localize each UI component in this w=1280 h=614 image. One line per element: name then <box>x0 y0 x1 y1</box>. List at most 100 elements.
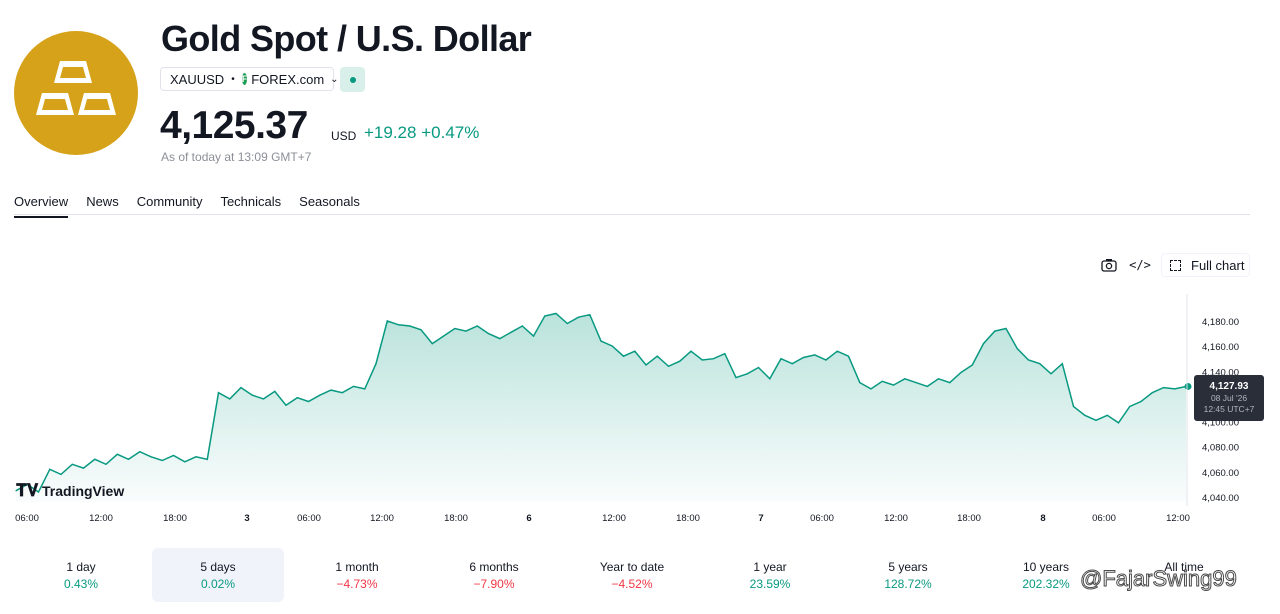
period-6-months[interactable]: 6 months −7.90% <box>428 548 560 602</box>
full-chart-button[interactable]: Full chart <box>1161 253 1250 277</box>
last-price-date: 08 Jul '26 <box>1211 393 1247 403</box>
tab-seasonals[interactable]: Seasonals <box>299 194 360 209</box>
data-point <box>690 350 692 352</box>
data-point <box>1117 422 1120 424</box>
y-tick-label: 4,180.00 <box>1202 317 1239 328</box>
current-price: 4,125.37 <box>160 104 308 147</box>
x-tick-label: 3 <box>244 513 249 524</box>
tab-technicals[interactable]: Technicals <box>220 194 282 209</box>
x-tick-label: 12:00 <box>89 513 113 524</box>
x-tick-label: 12:00 <box>602 513 626 524</box>
camera-icon[interactable] <box>1098 253 1120 277</box>
data-point <box>544 315 546 317</box>
tab-news[interactable]: News <box>86 194 119 209</box>
tradingview-logo[interactable]: 𝐓𝐕 TradingView <box>16 481 124 500</box>
data-point <box>1095 419 1097 421</box>
period-all-time[interactable]: All time <box>1118 548 1250 602</box>
data-point <box>724 353 726 355</box>
data-point <box>1106 414 1108 416</box>
period-label: 1 month <box>335 560 379 574</box>
tab-overview[interactable]: Overview <box>14 194 69 218</box>
data-point <box>352 385 355 387</box>
market-status-indicator[interactable] <box>340 67 365 92</box>
data-point <box>836 350 838 352</box>
data-point <box>37 491 40 493</box>
data-point <box>71 463 73 465</box>
data-point <box>679 360 681 362</box>
x-tick-label: 6 <box>526 513 531 524</box>
y-tick-label: 4,080.00 <box>1202 443 1239 454</box>
data-point <box>521 325 523 327</box>
data-point <box>206 458 208 460</box>
data-point <box>364 388 366 390</box>
data-point <box>1039 363 1041 365</box>
data-point <box>330 389 332 391</box>
data-point <box>532 335 535 337</box>
data-point <box>229 398 231 400</box>
x-tick-label: 06:00 <box>15 513 39 524</box>
data-point <box>431 343 433 345</box>
status-dot-icon <box>350 77 356 83</box>
x-tick-label: 18:00 <box>444 513 468 524</box>
data-point <box>397 324 400 326</box>
period-year-to-date[interactable]: Year to date −4.52% <box>566 548 698 602</box>
watermark: @FajarSwing99 <box>1080 566 1238 592</box>
symbol-label: XAUUSD <box>170 71 225 87</box>
data-point <box>116 453 118 455</box>
period-5-days[interactable]: 5 days 0.02% <box>152 548 284 602</box>
data-point <box>296 397 298 399</box>
price-change: +19.28 +0.47% <box>364 123 479 143</box>
period-change: 202.32% <box>1022 577 1070 591</box>
data-point <box>892 384 895 386</box>
data-point <box>251 394 253 396</box>
tab-bar: Overview News Community Technicals Seaso… <box>14 194 378 218</box>
full-chart-label: Full chart <box>1191 257 1245 273</box>
period-10-years[interactable]: 10 years 202.32% <box>980 548 1112 602</box>
change-value: +19.28 <box>364 123 417 142</box>
data-point <box>499 338 501 340</box>
data-point <box>307 400 310 403</box>
period-1-day[interactable]: 1 day 0.43% <box>15 548 147 602</box>
code-icon[interactable]: </> <box>1129 258 1151 272</box>
data-point <box>1072 405 1075 408</box>
data-point <box>274 390 276 392</box>
data-point <box>161 459 163 462</box>
data-point <box>49 468 51 470</box>
data-point <box>791 363 793 365</box>
price-chart[interactable]: 4,180.004,160.004,140.004,120.004,100.00… <box>0 280 1280 528</box>
data-point <box>375 363 377 365</box>
period-1-year[interactable]: 1 year 23.59% <box>704 548 836 602</box>
period-1-month[interactable]: 1 month −4.73% <box>291 548 423 602</box>
change-percent: +0.47% <box>421 123 480 142</box>
x-tick-label: 18:00 <box>163 513 187 524</box>
data-point <box>589 314 591 316</box>
period-change: 0.43% <box>63 577 99 591</box>
data-point <box>217 392 220 394</box>
y-tick-label: 4,100.00 <box>1202 418 1239 429</box>
data-point <box>555 312 557 315</box>
period-5-years[interactable]: 5 years 128.72% <box>842 548 974 602</box>
data-point <box>476 325 478 327</box>
data-point <box>712 358 715 360</box>
tradingview-label: TradingView <box>42 483 124 499</box>
period-label: 6 months <box>469 560 519 574</box>
data-point <box>769 378 771 380</box>
x-tick-label: 12:00 <box>370 513 394 524</box>
data-point <box>667 365 670 367</box>
separator-dot: • <box>231 73 235 85</box>
svg-text:𝐓𝐕: 𝐓𝐕 <box>16 481 39 500</box>
period-change: −4.52% <box>611 577 653 591</box>
data-point <box>420 329 422 331</box>
tab-community[interactable]: Community <box>136 194 203 209</box>
x-tick-label: 7 <box>758 513 763 524</box>
chevron-down-icon: ⌄ <box>330 73 339 85</box>
exchange-label: FOREX.com <box>251 71 325 87</box>
y-tick-label: 4,140.00 <box>1202 367 1239 378</box>
period-label: Year to date <box>599 560 665 574</box>
data-point <box>487 332 490 335</box>
data-point <box>847 355 850 357</box>
symbol-exchange-selector[interactable]: XAUUSD • F FOREX.com ⌄ <box>160 67 339 91</box>
data-point <box>656 355 658 357</box>
data-point <box>859 382 861 384</box>
data-point <box>510 331 512 333</box>
